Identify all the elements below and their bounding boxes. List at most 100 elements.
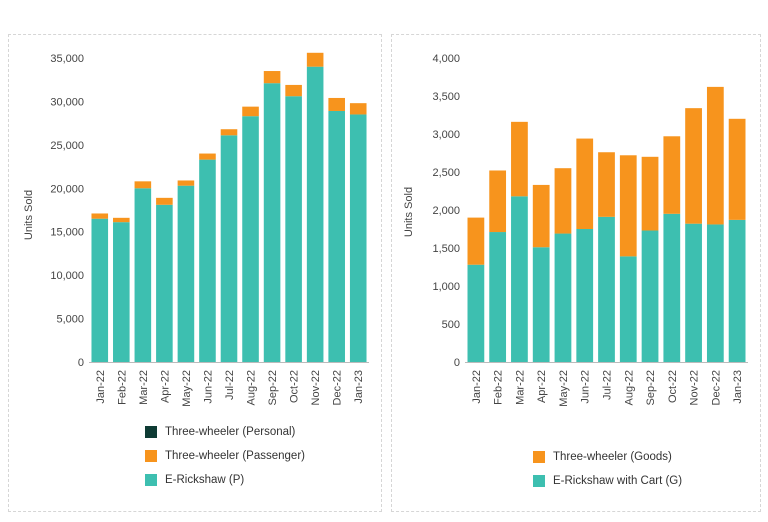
legend-label-0-0: E-Rickshaw (P) [165, 474, 245, 486]
left-chart-panel [8, 34, 382, 512]
bar-0-1-3 [156, 197, 173, 205]
legend-item-0-1: Three-wheeler (Passenger) [145, 444, 305, 468]
y-tick-label-0-5: 25,000 [50, 140, 84, 152]
legend-item-0-0: E-Rickshaw (P) [145, 468, 305, 492]
y-tick-label-1-7: 3,500 [432, 91, 460, 103]
y-axis-label-1: Units Sold [403, 187, 415, 237]
x-tick-label-1-5: Jun-22 [580, 370, 592, 404]
bar-0-1-7 [242, 106, 259, 117]
bar-1-1-3 [532, 184, 550, 248]
bar-1-1-1 [489, 170, 507, 233]
y-tick-label-1-4: 2,000 [432, 205, 460, 217]
bar-1-1-10 [685, 108, 702, 224]
x-tick-label-0-1: Feb-22 [116, 370, 128, 405]
bar-1-1-6 [598, 152, 615, 217]
bar-1-0-1 [489, 232, 507, 362]
bar-0-1-10 [306, 52, 324, 67]
legend-label-0-1: Three-wheeler (Passenger) [165, 450, 305, 462]
x-tick-label-0-6: Jul-22 [224, 370, 236, 400]
legend-swatch-0-0 [145, 474, 157, 486]
x-tick-label-0-7: Aug-22 [246, 370, 258, 405]
bar-1-0-6 [598, 216, 615, 362]
y-tick-label-1-3: 1,500 [432, 243, 460, 255]
legend-label-1-1: Three-wheeler (Goods) [553, 451, 672, 463]
bar-1-1-4 [554, 168, 572, 234]
y-axis-label-0: Units Sold [23, 190, 35, 240]
bar-0-0-2 [134, 188, 152, 362]
bar-0-0-4 [177, 185, 195, 362]
bar-0-0-11 [328, 110, 345, 363]
y-tick-label-1-2: 1,000 [432, 281, 460, 293]
bar-1-1-5 [576, 138, 594, 229]
legend-swatch-0-1 [145, 450, 157, 462]
y-tick-label-0-2: 10,000 [50, 270, 84, 282]
bar-1-0-12 [728, 219, 746, 362]
bar-1-0-2 [511, 196, 528, 362]
bar-0-0-8 [263, 83, 281, 362]
x-tick-label-1-11: Dec-22 [710, 370, 722, 405]
x-tick-label-1-8: Sep-22 [645, 370, 657, 405]
bar-1-0-5 [576, 229, 594, 362]
bar-1-0-10 [685, 223, 702, 362]
bar-0-0-10 [306, 66, 324, 362]
bar-0-0-3 [156, 204, 173, 362]
x-tick-label-1-12: Jan-23 [732, 370, 744, 404]
y-tick-label-1-1: 500 [442, 319, 460, 331]
y-tick-label-0-0: 0 [78, 357, 84, 369]
right-chart-panel [391, 34, 761, 512]
legend-swatch-1-1 [533, 451, 545, 463]
bar-1-0-7 [619, 256, 637, 362]
x-tick-label-0-10: Nov-22 [310, 370, 322, 405]
y-tick-label-1-8: 4,000 [432, 53, 460, 65]
legend-right: Three-wheeler (Goods) E-Rickshaw with Car… [533, 445, 682, 493]
legend-left: Three-wheeler (Personal) Three-wheeler (P… [145, 420, 305, 492]
bar-0-1-5 [199, 153, 216, 160]
x-tick-label-0-11: Dec-22 [332, 370, 344, 405]
legend-item-1-0: E-Rickshaw with Cart (G) [533, 469, 682, 493]
bar-0-0-7 [242, 116, 259, 363]
x-tick-label-0-12: Jan-23 [353, 370, 365, 404]
bar-0-1-1 [113, 217, 130, 223]
x-tick-label-0-0: Jan-22 [95, 370, 107, 404]
bar-1-1-9 [663, 136, 681, 214]
bar-1-1-11 [706, 86, 724, 225]
bar-0-0-6 [220, 135, 238, 362]
bar-0-0-0 [91, 218, 109, 362]
bar-0-1-9 [285, 84, 302, 97]
bar-1-1-0 [467, 217, 485, 265]
bar-1-0-11 [706, 224, 724, 362]
x-tick-label-1-1: Feb-22 [493, 370, 505, 405]
x-tick-label-0-8: Sep-22 [267, 370, 279, 405]
bar-1-0-4 [554, 233, 572, 362]
bar-0-1-0 [91, 213, 109, 219]
y-tick-label-0-1: 5,000 [56, 314, 84, 326]
x-tick-label-1-6: Jul-22 [602, 370, 614, 400]
bar-1-1-12 [728, 118, 746, 220]
x-tick-label-0-9: Oct-22 [289, 370, 301, 403]
y-tick-label-0-7: 35,000 [50, 53, 84, 65]
x-tick-label-0-2: Mar-22 [138, 370, 150, 405]
bar-1-0-8 [641, 230, 659, 362]
x-tick-label-1-0: Jan-22 [471, 370, 483, 404]
bar-0-1-12 [349, 103, 367, 115]
x-tick-label-0-4: May-22 [181, 370, 193, 407]
x-tick-label-1-9: Oct-22 [667, 370, 679, 403]
legend-swatch-1-0 [533, 475, 545, 487]
bar-1-1-7 [619, 155, 637, 257]
bar-0-1-6 [220, 129, 238, 136]
bar-1-1-8 [641, 156, 659, 231]
x-tick-label-1-10: Nov-22 [689, 370, 701, 405]
bar-0-1-2 [134, 181, 152, 189]
bar-0-1-11 [328, 97, 345, 111]
bar-1-0-9 [663, 213, 681, 362]
legend-label-0-2: Three-wheeler (Personal) [165, 426, 296, 438]
x-tick-label-1-2: Mar-22 [514, 370, 526, 405]
legend-item-1-1: Three-wheeler (Goods) [533, 445, 682, 469]
y-tick-label-0-4: 20,000 [50, 183, 84, 195]
legend-swatch-0-2 [145, 426, 157, 438]
bar-0-1-4 [177, 180, 195, 186]
legend-item-0-2: Three-wheeler (Personal) [145, 420, 305, 444]
bar-1-0-0 [467, 264, 485, 362]
y-tick-label-0-3: 15,000 [50, 227, 84, 239]
